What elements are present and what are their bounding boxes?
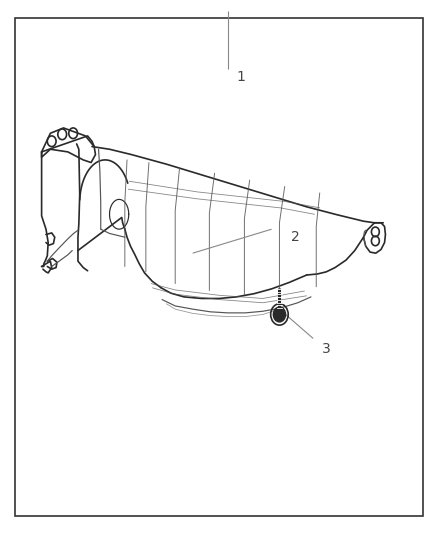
Text: 1: 1 [237, 70, 245, 84]
Circle shape [273, 307, 286, 322]
Text: 2: 2 [291, 230, 300, 244]
Text: 3: 3 [322, 342, 331, 356]
